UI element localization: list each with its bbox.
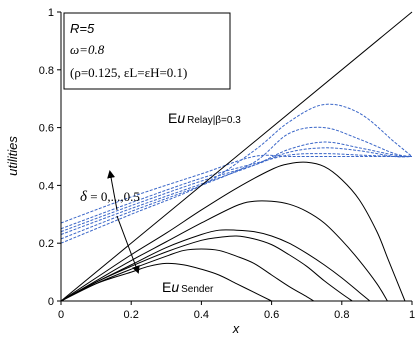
sender-label-u: u	[171, 279, 179, 295]
x-tick-label: 0.6	[264, 309, 279, 321]
diagonal-reference-line	[60, 11, 413, 302]
y-tick-label: 0	[48, 296, 54, 308]
y-tick-label: 1	[48, 7, 54, 19]
sender-series-line-3	[60, 229, 371, 302]
x-tick-label: 0.8	[334, 309, 349, 321]
parameter-box	[63, 12, 231, 90]
parameter-rho-epsilon: (ρ=0.125, εL=εH=0.1)	[70, 65, 187, 80]
sender-label-e: E	[162, 279, 171, 295]
relay-label: Eu Relay|β=0.3	[168, 110, 241, 126]
relay-label-sub: Relay|β=0.3	[187, 115, 241, 126]
y-tick-label: 0.6	[39, 123, 54, 135]
x-tick-label: 1	[409, 309, 415, 321]
parameter-omega: ω=0.8	[70, 42, 105, 57]
relay-series-line-3	[60, 141, 413, 235]
x-axis-label: x	[232, 321, 240, 336]
delta-symbol: δ	[80, 189, 88, 205]
sender-series-line-1	[60, 248, 314, 302]
delta-arrow-down	[116, 215, 140, 274]
sender-label: Eu Sender	[162, 279, 214, 295]
y-axis-label: utilities	[5, 136, 20, 176]
relay-series-line-5	[60, 103, 413, 244]
x-tick-label: 0.2	[124, 309, 139, 321]
y-ticks: 0 0.2 0.4 0.6 0.8 1	[39, 7, 61, 308]
delta-label: δ = 0,...,0.5	[80, 189, 140, 205]
sender-series-line-4	[60, 200, 388, 302]
sender-series-line-0	[60, 262, 272, 302]
relay-series-line-1	[60, 153, 413, 230]
sender-label-sub: Sender	[181, 284, 214, 295]
x-tick-label: 0.4	[194, 309, 209, 321]
y-tick-label: 0.4	[39, 180, 54, 192]
y-tick-label: 0.2	[39, 238, 54, 250]
x-tick-label: 0	[58, 309, 64, 321]
delta-arrow-up	[107, 170, 118, 211]
parameter-r: R=5	[70, 21, 95, 36]
delta-range: = 0,...,0.5	[87, 189, 140, 204]
y-tick-label: 0.8	[39, 65, 54, 77]
relay-series-line-4	[60, 126, 413, 240]
relay-label-u: u	[177, 110, 185, 126]
x-ticks: 0 0.2 0.4 0.6 0.8 1	[58, 301, 415, 321]
sender-series-line-5	[60, 161, 406, 302]
relay-label-e: E	[168, 110, 177, 126]
